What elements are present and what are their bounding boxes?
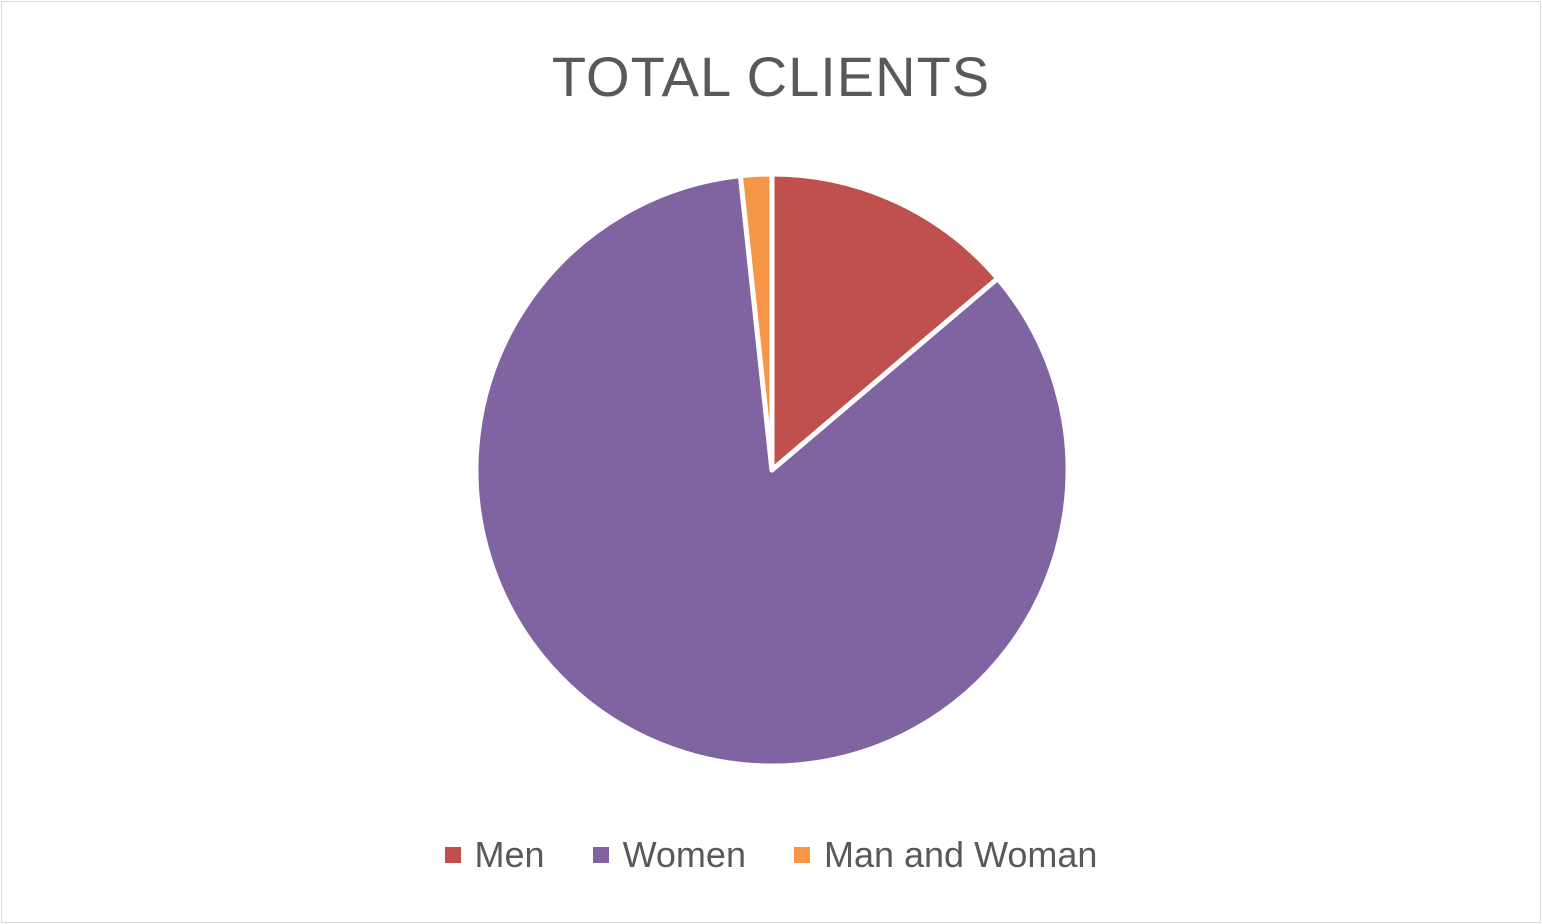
legend-swatch: [793, 847, 810, 863]
pie-slice-man-and-woman: [737, 171, 775, 473]
legend-item-man-and-woman: Man and Woman: [793, 834, 1098, 876]
legend-item-men: Men: [444, 834, 545, 876]
legend-swatch: [592, 847, 609, 863]
chart-title: TOTAL CLIENTS: [551, 45, 991, 108]
legend-swatch: [444, 847, 461, 863]
legend-label: Men: [474, 834, 545, 875]
legend-item-women: Women: [592, 834, 746, 876]
pie-slices: [473, 171, 1071, 769]
legend-label: Man and Woman: [823, 834, 1098, 875]
legend-label: Women: [622, 834, 746, 875]
legend: Men Women Man and Woman: [2, 834, 1540, 876]
pie-slice-men: [769, 171, 1001, 473]
